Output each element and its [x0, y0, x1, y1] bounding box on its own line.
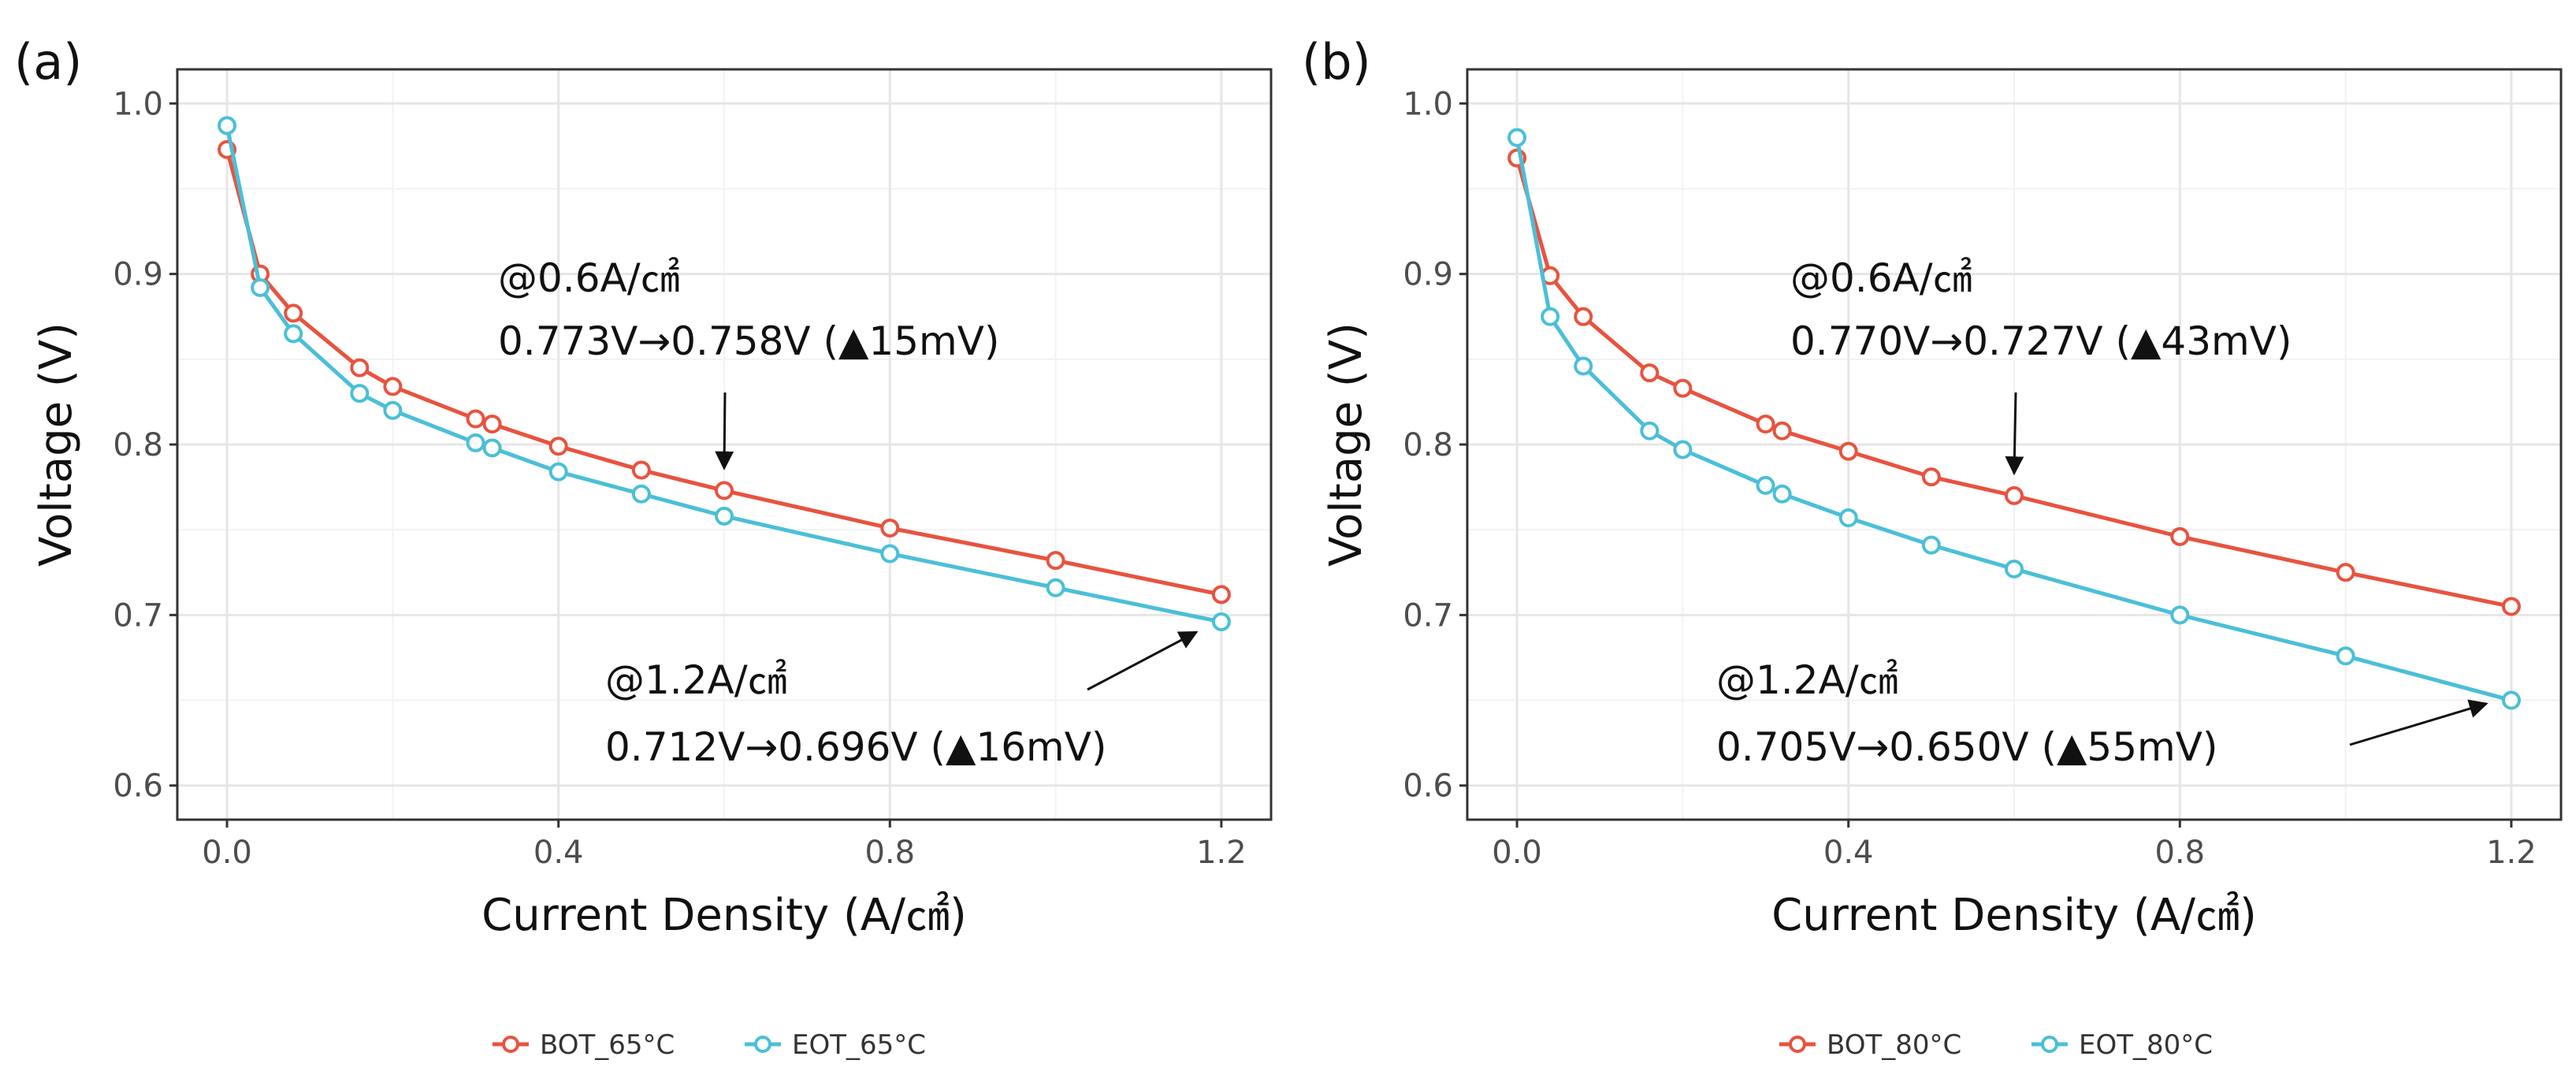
data-point	[482, 438, 502, 458]
data-point	[548, 437, 568, 456]
data-point	[2336, 646, 2355, 666]
x-tick-label: 0.4	[533, 835, 584, 871]
data-point	[715, 481, 734, 500]
data-point	[466, 433, 485, 452]
y-tick-label: 0.9	[113, 257, 163, 293]
data-point	[1921, 467, 1941, 487]
data-point	[1640, 363, 1660, 383]
data-point	[482, 415, 502, 434]
data-point	[548, 462, 568, 482]
y-tick-label: 0.6	[1403, 768, 1453, 805]
data-point	[2501, 597, 2521, 616]
y-tick-label: 0.6	[113, 768, 163, 805]
data-point	[1838, 441, 1858, 461]
x-tick-label: 0.0	[1492, 835, 1542, 871]
data-point	[1574, 356, 1593, 376]
legend-marker	[1789, 1036, 1806, 1053]
legend-marker	[502, 1036, 519, 1053]
data-point	[2005, 559, 2024, 578]
data-point	[2170, 526, 2190, 546]
annotation-arrow	[715, 392, 734, 471]
data-point	[251, 277, 270, 297]
x-tick-label: 1.2	[2486, 835, 2537, 871]
data-point	[1640, 421, 1660, 441]
data-point	[1756, 475, 1775, 495]
data-point	[631, 460, 651, 480]
data-point	[284, 303, 303, 323]
annotation-arrow	[2349, 699, 2489, 746]
data-point	[1772, 421, 1792, 441]
legend-label: BOT_65°C	[540, 1029, 675, 1061]
data-point	[2005, 485, 2024, 505]
legend-label: EOT_65°C	[792, 1029, 926, 1061]
annotation-line1: @0.6A/㎠	[1790, 255, 1972, 301]
x-axis-title: Current Density (A/㎠)	[481, 890, 967, 941]
data-point	[2501, 690, 2521, 710]
data-point	[466, 409, 485, 429]
legend-label: BOT_80°C	[1827, 1029, 1961, 1061]
data-point	[1211, 612, 1231, 632]
data-point	[1921, 535, 1941, 555]
y-tick-label: 1.0	[1403, 86, 1453, 122]
y-tick-label: 0.9	[1403, 257, 1453, 293]
data-point	[1756, 415, 1775, 434]
chart-panel: 0.0 0.4 0.8 1.2 0.6 0.7 0.8 0.9 1.0 Current Densi…	[14, 33, 1273, 1061]
data-point	[1046, 578, 1065, 597]
data-point	[217, 116, 237, 136]
plot-frame	[1466, 68, 2563, 821]
data-point	[1772, 484, 1792, 504]
data-point	[880, 544, 900, 564]
x-tick-label: 0.0	[202, 835, 252, 871]
legend-marker	[754, 1036, 771, 1053]
y-axis-title: Voltage (V)	[31, 322, 82, 567]
annotation-line2: 0.773V→0.758V (▲15mV)	[498, 318, 999, 364]
data-point	[2170, 605, 2190, 625]
panel-label: (a)	[14, 33, 82, 91]
annotation-line2: 0.712V→0.696V (▲16mV)	[605, 724, 1106, 770]
data-point	[1211, 585, 1231, 604]
x-axis-title: Current Density (A/㎠)	[1771, 890, 2257, 941]
y-tick-label: 1.0	[113, 86, 163, 122]
data-point	[631, 484, 651, 504]
data-point	[1507, 128, 1527, 147]
annotation-line1: @0.6A/㎠	[498, 255, 680, 301]
data-point	[284, 324, 303, 344]
panel-label: (b)	[1302, 33, 1371, 91]
x-tick-label: 1.2	[1196, 835, 1247, 871]
annotation-arrow	[1087, 630, 1199, 691]
annotation-line1: @1.2A/㎠	[1716, 657, 1898, 703]
plot-frame	[176, 68, 1273, 821]
data-point	[1838, 508, 1858, 528]
data-point	[350, 358, 370, 378]
y-tick-label: 0.7	[1403, 597, 1453, 634]
data-point	[715, 506, 734, 526]
annotation-line2: 0.705V→0.650V (▲55mV)	[1716, 724, 2217, 770]
data-point	[383, 377, 403, 396]
data-point	[1574, 307, 1593, 326]
chart-panel: 0.0 0.4 0.8 1.2 0.6 0.7 0.8 0.9 1.0 Current Densi…	[1302, 33, 2563, 1061]
annotation-arrow	[2005, 392, 2024, 476]
data-point	[2336, 563, 2355, 582]
legend-label: EOT_80°C	[2079, 1029, 2213, 1061]
data-point	[350, 384, 370, 404]
annotation-line1: @1.2A/㎠	[605, 657, 787, 703]
data-point	[1541, 307, 1560, 326]
x-tick-label: 0.8	[2154, 835, 2205, 871]
data-point	[1673, 378, 1693, 398]
y-axis-title: Voltage (V)	[1321, 322, 1372, 567]
data-point	[1046, 551, 1065, 571]
annotation-line2: 0.770V→0.727V (▲43mV)	[1790, 318, 2292, 364]
x-tick-label: 0.4	[1823, 835, 1874, 871]
data-point	[383, 400, 403, 420]
y-tick-label: 0.8	[113, 427, 163, 463]
x-tick-label: 0.8	[864, 835, 915, 871]
data-point	[1673, 440, 1693, 459]
y-tick-label: 0.8	[1403, 427, 1453, 463]
legend-marker	[2041, 1036, 2058, 1053]
data-point	[880, 519, 900, 538]
y-tick-label: 0.7	[113, 597, 163, 634]
